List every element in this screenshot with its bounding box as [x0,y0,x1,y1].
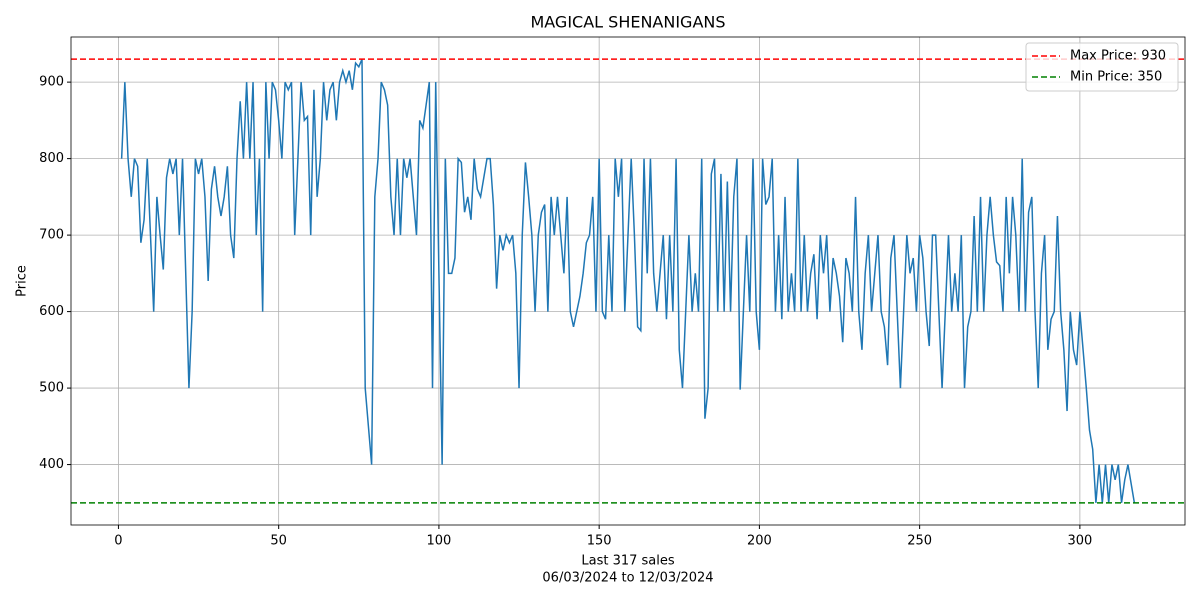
y-tick-label: 500 [39,381,64,396]
y-tick-label: 400 [39,457,64,472]
y-tick-label: 900 [39,75,64,90]
legend-box [1025,42,1179,92]
price-line [120,58,1136,503]
x-tick-label: 200 [747,534,772,549]
x-tick-label: 100 [427,534,452,549]
y-tick-label: 700 [39,228,64,243]
x-axis-label: Last 317 sales [581,554,675,569]
plot-frame [70,36,1186,526]
x-axis-label: 06/03/2024 to 12/03/2024 [542,571,713,586]
legend-label: Max Price: 930 [1070,49,1166,64]
y-tick-label: 600 [39,304,64,319]
y-tick-label: 800 [39,151,64,166]
x-tick-label: 250 [907,534,932,549]
x-tick-label: 0 [114,534,122,549]
x-tick-label: 150 [587,534,612,549]
legend-label: Min Price: 350 [1070,70,1162,85]
chart-title: MAGICAL SHENANIGANS [530,13,725,32]
x-tick-label: 300 [1067,534,1092,549]
y-axis-label: Price [15,265,30,297]
x-tick-label: 50 [270,534,287,549]
